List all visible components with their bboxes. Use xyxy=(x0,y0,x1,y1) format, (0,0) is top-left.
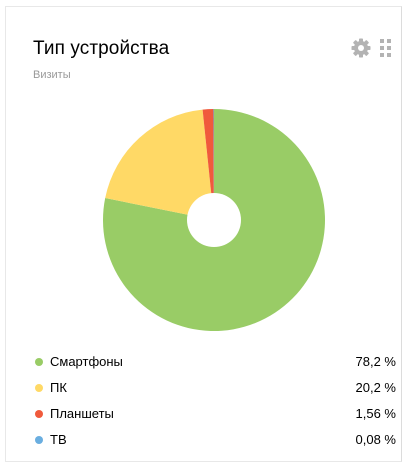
widget-title: Тип устройства xyxy=(33,38,170,59)
legend-label-smartphones: Смартфоны xyxy=(50,354,123,369)
legend-label-tablets: Планшеты xyxy=(50,406,114,421)
legend-value-tablets: 1,56 % xyxy=(355,406,396,421)
legend-item-pc[interactable]: ПК 20,2 % xyxy=(33,378,398,404)
legend-dot-tablets xyxy=(35,410,43,418)
widget-subtitle: Визиты xyxy=(33,69,71,81)
legend-value-smartphones: 78,2 % xyxy=(355,354,396,369)
legend-value-tv: 0,08 % xyxy=(355,432,396,447)
legend-dot-tv xyxy=(35,436,43,444)
device-type-widget: Тип устройства Визиты Смартф xyxy=(5,6,402,462)
drag-handle-icon[interactable] xyxy=(380,39,392,57)
chart-legend: Смартфоны 78,2 % ПК 20,2 % Планшеты 1,56… xyxy=(33,352,398,456)
legend-label-tv: ТВ xyxy=(50,432,67,447)
legend-value-pc: 20,2 % xyxy=(355,380,396,395)
legend-item-tablets[interactable]: Планшеты 1,56 % xyxy=(33,404,398,430)
device-type-donut-chart xyxy=(103,109,325,331)
pie-slice-tablets[interactable] xyxy=(202,109,214,220)
legend-dot-smartphones xyxy=(35,358,43,366)
legend-item-smartphones[interactable]: Смартфоны 78,2 % xyxy=(33,352,398,378)
legend-dot-pc xyxy=(35,384,43,392)
gear-icon[interactable] xyxy=(351,38,371,58)
legend-label-pc: ПК xyxy=(50,380,67,395)
donut-hole xyxy=(187,193,241,247)
legend-item-tv[interactable]: ТВ 0,08 % xyxy=(33,430,398,456)
pie-slice-pc[interactable] xyxy=(105,109,214,220)
